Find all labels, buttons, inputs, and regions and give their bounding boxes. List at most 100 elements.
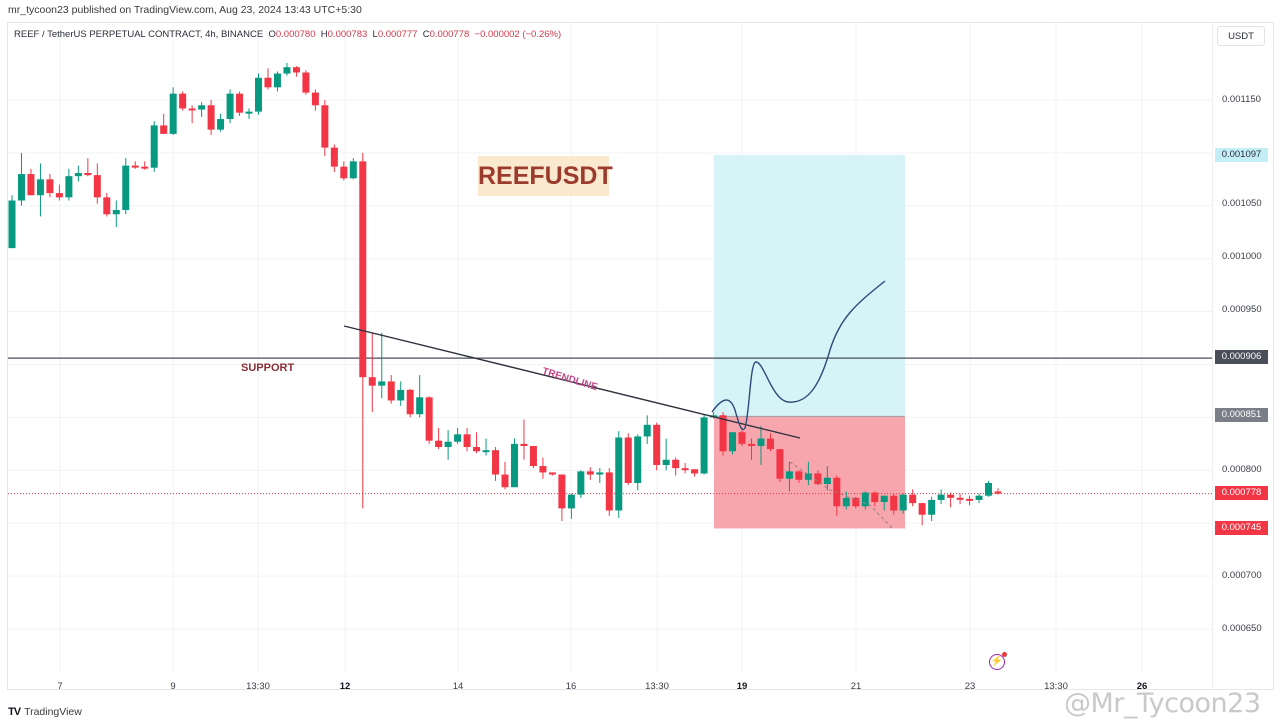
candle-body: [662, 459, 670, 466]
x-tick: 16: [565, 681, 577, 692]
candle-body: [368, 377, 376, 386]
candle-body: [330, 147, 338, 167]
candle-body: [586, 471, 594, 475]
candle-body: [842, 497, 850, 507]
candle-body: [804, 473, 812, 480]
candle-body: [719, 415, 727, 452]
candle-body: [473, 447, 481, 452]
candle-body: [17, 174, 25, 201]
symbol-title: REEF / TetherUS PERPETUAL CONTRACT, 4h, …: [14, 29, 264, 40]
candle-body: [643, 424, 651, 437]
x-tick: 23: [964, 681, 976, 692]
candle-body: [226, 93, 234, 120]
x-tick: 13:30: [1044, 681, 1068, 692]
candle-body: [321, 105, 329, 148]
candle-body: [207, 105, 215, 130]
x-tick: 21: [850, 681, 862, 692]
candle-body: [909, 494, 917, 504]
candle-body: [349, 161, 357, 179]
candle-body: [264, 77, 272, 88]
candle-body: [435, 440, 443, 448]
candle-body: [359, 161, 367, 378]
x-tick: 14: [452, 681, 464, 692]
candle-body: [65, 176, 73, 198]
candle-body: [302, 72, 310, 93]
candle-body: [937, 494, 945, 500]
loss-zone: [714, 416, 905, 529]
candle-body: [444, 441, 452, 448]
candle-body: [74, 173, 82, 177]
y-tick: 0.000950: [1222, 304, 1262, 315]
candle-body: [160, 125, 168, 134]
candle-body: [482, 450, 490, 453]
candle-body: [766, 438, 774, 450]
target-price-tag: 0.001097: [1215, 148, 1268, 162]
candle-body: [141, 166, 149, 169]
forecast-curve: [711, 280, 886, 431]
candle-body: [956, 497, 964, 500]
candle-body: [236, 93, 244, 113]
ohlc-change: −0.000002 (−0.26%): [474, 29, 562, 40]
candle-body: [93, 175, 101, 198]
candle-body: [245, 111, 253, 114]
candle-body: [397, 389, 405, 401]
x-tick: 13:30: [246, 681, 270, 692]
profit-zone: [714, 155, 905, 417]
candle-body: [292, 67, 300, 73]
candle-body: [738, 432, 746, 444]
symbol-annotation: REEFUSDT: [478, 156, 613, 196]
candle-body: [112, 210, 120, 215]
candle-body: [861, 492, 869, 507]
entry-price-tag: 0.000851: [1215, 408, 1268, 422]
candle-body: [918, 503, 926, 515]
candle-body: [492, 450, 500, 475]
tradingview-brand[interactable]: TV TradingView: [8, 706, 82, 718]
projection-dashed-line: [789, 461, 893, 529]
candle-body: [36, 179, 44, 196]
candle-body: [273, 73, 281, 88]
candle-body: [27, 174, 35, 196]
candle-body: [890, 495, 898, 511]
y-tick: 0.000800: [1222, 464, 1262, 475]
candle-body: [624, 437, 632, 483]
lightning-alert-icon[interactable]: ⚡: [989, 652, 1007, 670]
ohlc-high: 0.000783: [327, 29, 368, 40]
support-label: SUPPORT: [241, 362, 295, 374]
candle-body: [340, 166, 348, 179]
candle-body: [46, 179, 54, 194]
candle-body: [416, 397, 424, 415]
candle-body: [8, 200, 16, 249]
candle-body: [596, 472, 604, 475]
candle-body: [994, 491, 1002, 494]
candle-body: [548, 472, 556, 475]
candle-body: [785, 471, 793, 479]
y-tick: 0.000650: [1222, 623, 1262, 634]
candle-body: [188, 108, 196, 111]
tradingview-logo-icon: TV: [8, 706, 21, 718]
x-tick: 13:30: [645, 681, 669, 692]
candle-body: [899, 494, 907, 511]
candle-body: [871, 492, 879, 503]
candle-body: [463, 434, 471, 448]
candle-body: [150, 125, 158, 168]
ohlc-close: 0.000778: [429, 29, 470, 40]
candle-body: [198, 105, 206, 110]
candle-body: [122, 165, 130, 211]
candle-body: [852, 497, 860, 507]
last-price-tag: 0.000778: [1215, 486, 1268, 500]
candle-body: [255, 77, 262, 112]
brand-label: TradingView: [24, 706, 82, 718]
candle-body: [700, 417, 708, 474]
candle-body: [501, 474, 509, 488]
currency-button[interactable]: USDT: [1217, 26, 1265, 46]
candle-body: [454, 434, 462, 442]
x-tick: 19: [736, 681, 748, 692]
candle-body: [406, 389, 414, 415]
candle-body: [823, 477, 831, 485]
stop-price-tag: 0.000745: [1215, 521, 1268, 535]
candle-body: [387, 381, 395, 401]
candle-body: [615, 437, 623, 511]
author-watermark: @Mr_Tycoon23: [1064, 688, 1261, 719]
candle-body: [975, 495, 983, 500]
